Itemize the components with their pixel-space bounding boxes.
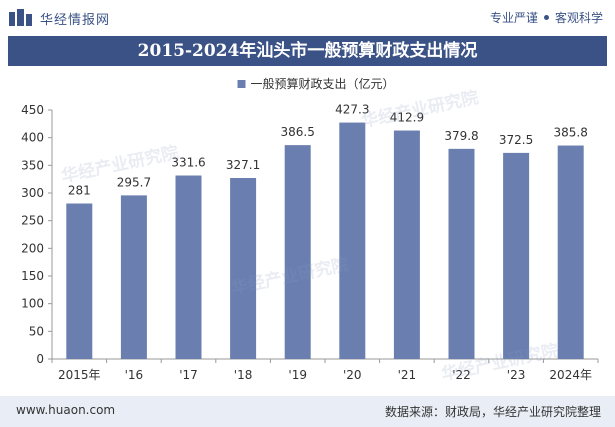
bar [230, 178, 257, 359]
bar [557, 145, 584, 359]
data-label: 331.6 [171, 156, 205, 170]
x-tick-label: 2015年 [58, 368, 101, 382]
x-tick-label: '16 [125, 368, 144, 382]
chart-title: 2015-2024年汕头市一般预算财政支出情况 [8, 36, 607, 66]
y-tick-label: 200 [21, 241, 44, 255]
data-label: 327.1 [226, 158, 260, 172]
data-label: 295.7 [117, 175, 151, 189]
data-label: 386.5 [281, 125, 315, 139]
footer: www.huaon.com 数据来源：财政局，华经产业研究院整理 [0, 396, 615, 427]
data-label: 372.5 [499, 133, 533, 147]
x-tick-label: '23 [507, 368, 526, 382]
logo-icon [9, 9, 32, 26]
y-tick-label: 450 [21, 103, 44, 117]
data-source: 数据来源：财政局，华经产业研究院整理 [384, 405, 601, 419]
y-tick-label: 250 [21, 214, 44, 228]
bar [66, 203, 93, 359]
brand-name: 华经情报网 [40, 13, 111, 28]
x-tick-label: '19 [288, 368, 307, 382]
x-tick-label: '21 [398, 368, 417, 382]
data-label: 385.8 [554, 126, 588, 140]
header-tags: 专业严谨 客观科学 [490, 9, 603, 26]
bar [284, 145, 311, 359]
y-tick-label: 400 [21, 131, 44, 145]
bar [339, 122, 366, 359]
x-tick-label: 2024年 [549, 368, 592, 382]
bar [120, 195, 147, 359]
y-tick-label: 150 [21, 269, 44, 283]
y-tick-label: 350 [21, 158, 44, 172]
bar [503, 152, 530, 359]
data-label: 427.3 [335, 103, 369, 117]
y-tick-label: 50 [29, 324, 44, 338]
y-tick-label: 0 [36, 352, 44, 366]
x-tick-label: '17 [179, 368, 198, 382]
bar [175, 175, 202, 359]
top-bar: 华经情报网 专业严谨 客观科学 [0, 0, 615, 36]
y-tick-label: 100 [21, 297, 44, 311]
bar [448, 148, 475, 359]
data-label: 379.8 [444, 129, 478, 143]
data-label: 281 [68, 184, 91, 198]
x-tick-label: '22 [452, 368, 471, 382]
data-label: 412.9 [390, 111, 424, 125]
bar-chart: 一般预算财政支出（亿元） 0 50 100 150 200 250 300 350 400 450 2… [21, 76, 599, 382]
x-tick-label: '20 [343, 368, 362, 382]
separator-dot [543, 15, 549, 20]
site-url: www.huaon.com [16, 403, 116, 417]
y-tick-label: 300 [21, 186, 44, 200]
legend-swatch [237, 80, 246, 88]
bar [393, 130, 420, 359]
tag-professional: 专业严谨 [489, 11, 538, 25]
tag-objective: 客观科学 [554, 11, 603, 25]
x-tick-label: '18 [234, 368, 253, 382]
legend-label: 一般预算财政支出（亿元） [251, 76, 395, 91]
